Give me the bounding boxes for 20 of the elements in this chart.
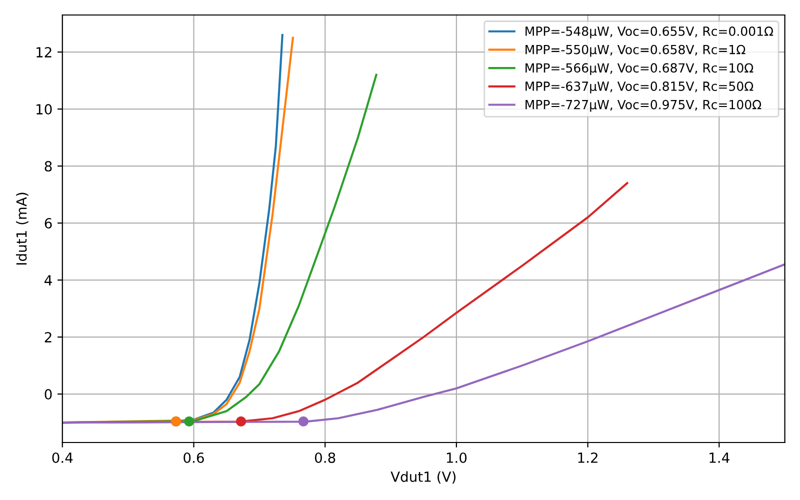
x-tick-label: 1.0 xyxy=(446,452,467,463)
y-tick-label: 6 xyxy=(44,218,52,229)
y-tick-label: 4 xyxy=(44,275,52,286)
legend-label: MPP=-566µW, Voc=0.687V, Rc=10Ω xyxy=(526,63,754,76)
legend-label: MPP=-548µW, Voc=0.655V, Rc=0.001Ω xyxy=(526,26,774,38)
x-tick-label: 0.8 xyxy=(314,452,336,463)
x-tick-label: 0.4 xyxy=(52,452,73,463)
y-axis-title: Idut1 (mA) xyxy=(16,192,28,265)
x-tick-label: 1.2 xyxy=(578,452,598,463)
x-tick-label: 1.4 xyxy=(710,452,730,463)
y-tick-label: 12 xyxy=(36,47,52,58)
y-tick-label: 2 xyxy=(44,332,52,342)
legend-label: MPP=-727µW, Voc=0.975V, Rc=100Ω xyxy=(526,100,762,112)
legend-label: MPP=-637µW, Voc=0.815V, Rc=50Ω xyxy=(526,82,754,94)
legend-label: MPP=-550µW, Voc=0.658V, Rc=1Ω xyxy=(526,44,746,57)
y-tick-label: 0 xyxy=(44,389,52,400)
y-tick-label: 8 xyxy=(44,161,52,172)
y-tick-label: 10 xyxy=(36,104,52,115)
x-tick-label: 0.6 xyxy=(184,452,204,463)
x-axis-title: Vdut1 (V) xyxy=(390,471,456,484)
